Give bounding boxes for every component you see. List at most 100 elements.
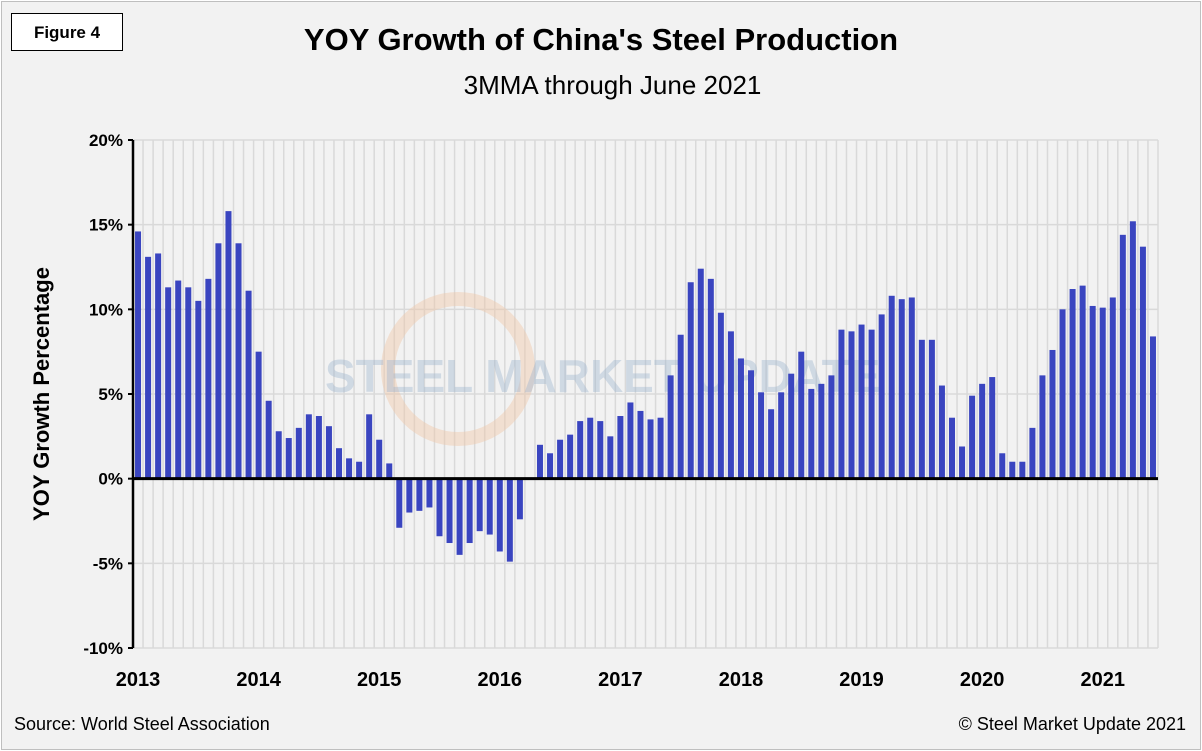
bar — [1049, 349, 1056, 479]
bar — [577, 421, 584, 479]
bar — [1139, 246, 1146, 479]
bar — [667, 375, 674, 479]
bar — [366, 414, 373, 479]
bar — [506, 478, 513, 562]
bar — [496, 478, 503, 552]
bar — [1119, 234, 1126, 479]
bar — [315, 416, 322, 479]
bar — [325, 426, 332, 479]
bar — [336, 448, 343, 479]
chart-title: YOY Growth of China's Steel Production — [303, 22, 899, 57]
bar — [175, 280, 182, 479]
bar — [275, 431, 282, 479]
x-tick-label: 2016 — [478, 669, 523, 691]
bar — [627, 402, 634, 479]
bar — [697, 268, 704, 479]
bar — [225, 211, 232, 479]
x-tick-label: 2017 — [598, 669, 643, 691]
bar — [285, 438, 292, 479]
bar — [557, 439, 564, 479]
x-tick-label: 2019 — [839, 669, 884, 691]
bar — [135, 231, 142, 479]
bar — [406, 478, 413, 513]
bar — [1039, 375, 1046, 479]
source-note: Source: World Steel Association — [14, 714, 270, 734]
bar — [205, 278, 212, 479]
bar — [677, 334, 684, 479]
bar — [938, 385, 945, 479]
bar — [386, 463, 393, 479]
bar — [1029, 427, 1036, 479]
bar — [727, 331, 734, 479]
bar — [798, 351, 805, 479]
y-tick-label: 5% — [98, 385, 123, 404]
y-tick-label: -10% — [83, 639, 123, 658]
bar — [888, 295, 895, 479]
bar — [446, 478, 453, 544]
bar — [828, 375, 835, 479]
bar — [145, 256, 152, 479]
bar — [436, 478, 443, 537]
bar — [235, 243, 242, 479]
bar — [687, 282, 694, 479]
bar — [456, 478, 463, 555]
bar — [305, 414, 312, 479]
bar — [185, 287, 192, 479]
watermark-logo-icon — [381, 292, 535, 446]
bar — [1019, 461, 1026, 479]
bar — [466, 478, 473, 544]
bar — [1079, 285, 1086, 479]
chart-subtitle: 3MMA through June 2021 — [463, 70, 762, 100]
bar — [165, 287, 172, 479]
bar — [717, 312, 724, 479]
bar — [908, 297, 915, 479]
bar — [858, 324, 865, 479]
x-tick-label: 2015 — [357, 669, 402, 691]
bar — [265, 400, 272, 479]
bar — [748, 370, 755, 479]
bar — [778, 392, 785, 479]
bar — [1069, 289, 1076, 479]
bar — [567, 434, 574, 479]
y-tick-label: -5% — [93, 554, 123, 573]
bar — [587, 417, 594, 479]
figure-label: Figure 4 — [11, 13, 123, 51]
x-tick-label: 2020 — [960, 669, 1005, 691]
bar — [346, 458, 353, 479]
bar — [918, 339, 925, 479]
bar — [737, 358, 744, 479]
bar — [999, 453, 1006, 479]
bar — [1129, 221, 1136, 479]
bar — [245, 290, 252, 479]
bar — [878, 314, 885, 479]
bar — [155, 253, 162, 479]
bar — [416, 478, 423, 511]
bar — [868, 329, 875, 479]
bar — [536, 444, 543, 479]
bar — [948, 417, 955, 479]
bar — [516, 478, 523, 520]
bar — [1089, 305, 1096, 479]
bar — [989, 377, 996, 479]
bar — [768, 409, 775, 479]
bar — [818, 383, 825, 479]
bar — [617, 416, 624, 479]
y-tick-label: 15% — [89, 216, 123, 235]
bar — [969, 395, 976, 479]
bar — [255, 351, 262, 479]
bar — [1109, 297, 1116, 479]
bar — [1099, 307, 1106, 479]
bar — [1059, 309, 1066, 479]
bar — [838, 329, 845, 479]
bar — [215, 243, 222, 479]
x-tick-label: 2018 — [719, 669, 764, 691]
bar — [547, 453, 554, 479]
bar — [979, 383, 986, 479]
x-tick-label: 2013 — [116, 669, 161, 691]
bar — [607, 436, 614, 479]
bar — [928, 339, 935, 479]
bar — [808, 388, 815, 479]
bar — [1149, 336, 1156, 479]
bar — [597, 421, 604, 479]
